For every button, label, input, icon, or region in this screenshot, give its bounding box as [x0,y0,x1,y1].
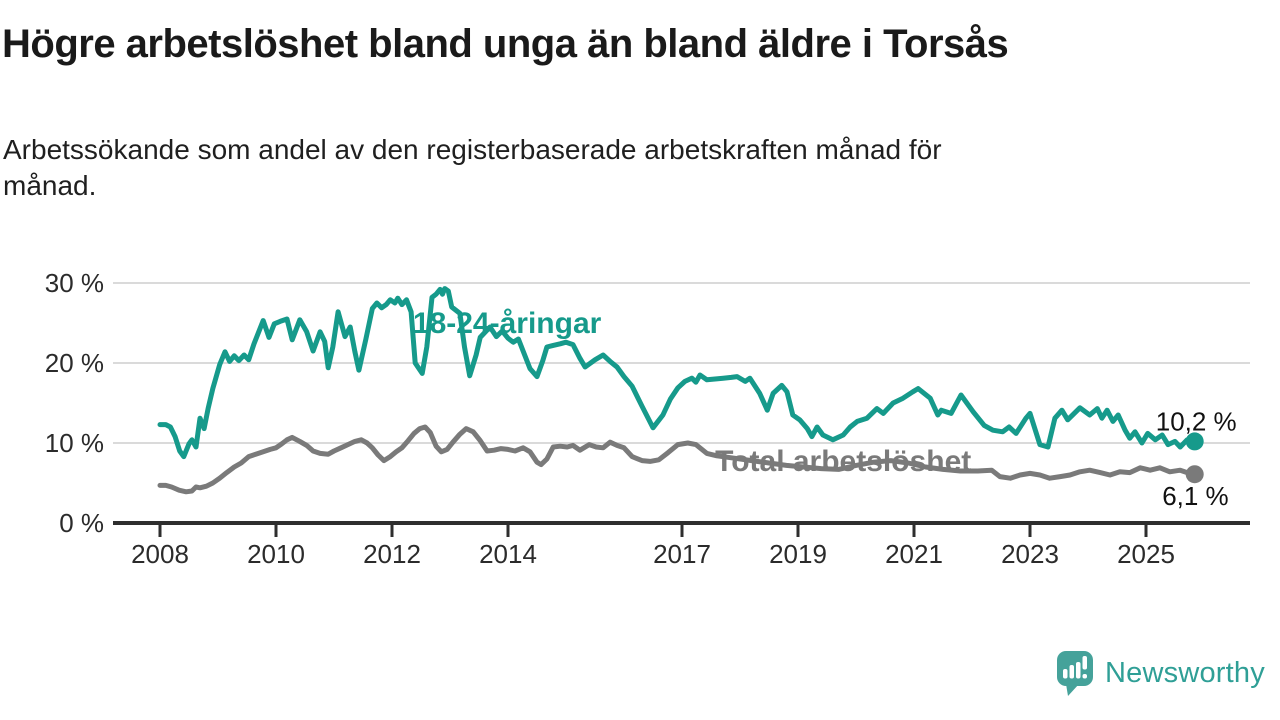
series-line-total [157,424,1198,495]
x-tick-label: 2012 [363,539,421,569]
x-tick-label: 2014 [479,539,537,569]
page-subtitle-line1: Arbetssökande som andel av den registerb… [3,134,942,165]
brand-footer: Newsworthy [1056,650,1265,697]
series-label-total: Total arbetslöshet [715,445,971,478]
series-label-youth: 18-24-åringar [413,307,602,340]
end-value-label-youth: 10,2 % [1156,406,1237,436]
x-tick-label: 2019 [769,539,827,569]
y-tick-label: 0 % [59,508,104,538]
newsworthy-logo-icon [1057,651,1093,696]
x-tick-label: 2021 [885,539,943,569]
y-tick-label: 20 % [45,348,104,378]
x-tick-label: 2017 [653,539,711,569]
page-title: Högre arbetslöshet bland unga än bland ä… [2,22,1009,66]
page-subtitle: Arbetssökande som andel av den registerb… [3,132,942,204]
end-value-label-total: 6,1 % [1162,481,1229,511]
series-line-youth [157,286,1198,460]
y-tick-label: 10 % [45,428,104,458]
x-tick-label: 2023 [1001,539,1059,569]
page-subtitle-line2: månad. [3,170,97,201]
x-tick-label: 2025 [1117,539,1175,569]
end-dot-youth [1185,432,1204,451]
x-tick-label: 2008 [131,539,189,569]
x-tick-label: 2010 [247,539,305,569]
brand-name: Newsworthy [1105,657,1265,689]
y-tick-label: 30 % [45,268,104,298]
end-dot-total [1185,465,1204,484]
